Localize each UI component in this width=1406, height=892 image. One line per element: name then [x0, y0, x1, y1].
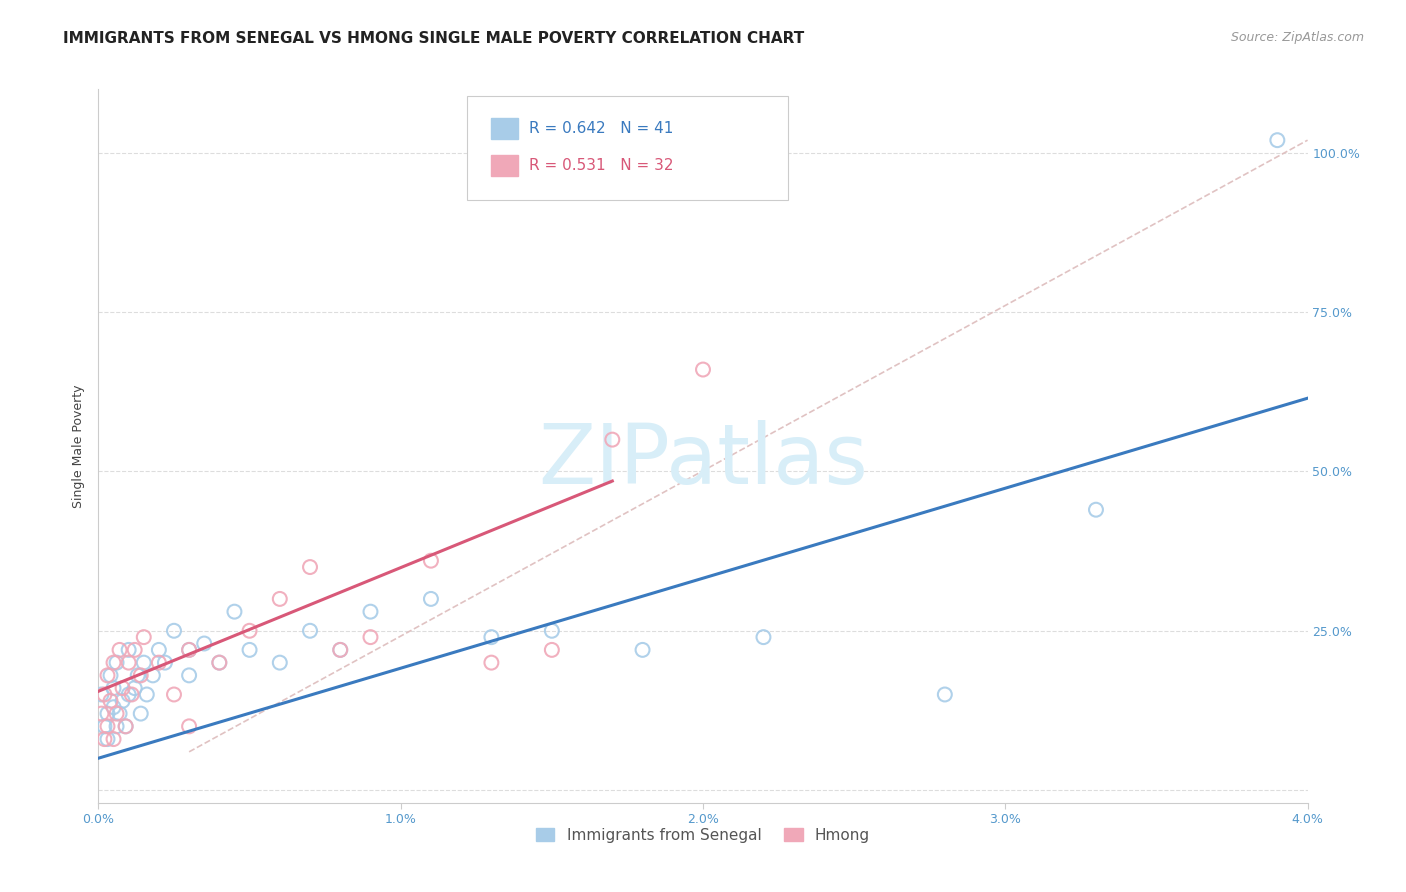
Point	[208, 656, 231, 670]
Point	[127, 668, 149, 682]
Point	[118, 688, 141, 702]
Point	[208, 656, 231, 670]
Point	[114, 719, 136, 733]
Point	[96, 732, 118, 747]
Point	[100, 668, 122, 682]
Point	[124, 681, 146, 695]
Point	[108, 643, 131, 657]
Point	[329, 643, 352, 657]
Text: R = 0.531   N = 32: R = 0.531 N = 32	[529, 158, 673, 173]
Point	[100, 694, 122, 708]
FancyBboxPatch shape	[467, 96, 787, 200]
Text: ZIPatlas: ZIPatlas	[538, 420, 868, 500]
Point	[179, 643, 201, 657]
Point	[111, 694, 134, 708]
Point	[224, 605, 246, 619]
Point	[129, 706, 152, 721]
Point	[193, 636, 215, 650]
Point	[96, 706, 118, 721]
Point	[692, 362, 714, 376]
Point	[118, 656, 141, 670]
Point	[420, 554, 443, 568]
Text: R = 0.642   N = 41: R = 0.642 N = 41	[529, 121, 673, 136]
Point	[239, 624, 262, 638]
Point	[142, 668, 165, 682]
Point	[108, 706, 131, 721]
Point	[540, 643, 562, 657]
Point	[129, 668, 152, 682]
Bar	[492, 118, 517, 139]
Point	[93, 719, 115, 733]
Point	[148, 643, 170, 657]
Point	[299, 624, 322, 638]
Point	[148, 656, 170, 670]
Point	[93, 688, 115, 702]
Point	[269, 591, 291, 606]
Point	[752, 630, 775, 644]
Point	[103, 656, 125, 670]
Point	[481, 656, 503, 670]
Point	[602, 433, 624, 447]
Text: Source: ZipAtlas.com: Source: ZipAtlas.com	[1230, 31, 1364, 45]
Point	[269, 656, 291, 670]
Point	[360, 605, 382, 619]
Point	[631, 643, 654, 657]
Point	[96, 668, 118, 682]
Point	[105, 706, 128, 721]
Point	[121, 688, 143, 702]
Point	[96, 719, 118, 733]
Point	[329, 643, 352, 657]
Text: IMMIGRANTS FROM SENEGAL VS HMONG SINGLE MALE POVERTY CORRELATION CHART: IMMIGRANTS FROM SENEGAL VS HMONG SINGLE …	[63, 31, 804, 46]
Point	[90, 706, 112, 721]
Point	[420, 591, 443, 606]
Point	[103, 732, 125, 747]
Point	[1267, 133, 1289, 147]
Point	[111, 681, 134, 695]
Point	[360, 630, 382, 644]
Point	[239, 643, 262, 657]
Point	[1085, 502, 1108, 516]
Point	[481, 630, 503, 644]
Point	[124, 643, 146, 657]
Point	[934, 688, 956, 702]
Point	[103, 681, 125, 695]
Point	[114, 719, 136, 733]
Point	[132, 630, 155, 644]
Point	[179, 668, 201, 682]
Y-axis label: Single Male Poverty: Single Male Poverty	[72, 384, 86, 508]
Point	[93, 732, 115, 747]
Point	[153, 656, 176, 670]
Point	[105, 719, 128, 733]
Point	[135, 688, 157, 702]
Legend: Immigrants from Senegal, Hmong: Immigrants from Senegal, Hmong	[530, 822, 876, 848]
Point	[179, 643, 201, 657]
Bar	[492, 155, 517, 177]
Point	[299, 560, 322, 574]
Point	[163, 624, 186, 638]
Point	[179, 719, 201, 733]
Point	[103, 700, 125, 714]
Point	[540, 624, 562, 638]
Point	[90, 688, 112, 702]
Point	[118, 643, 141, 657]
Point	[132, 656, 155, 670]
Point	[105, 656, 128, 670]
Point	[163, 688, 186, 702]
